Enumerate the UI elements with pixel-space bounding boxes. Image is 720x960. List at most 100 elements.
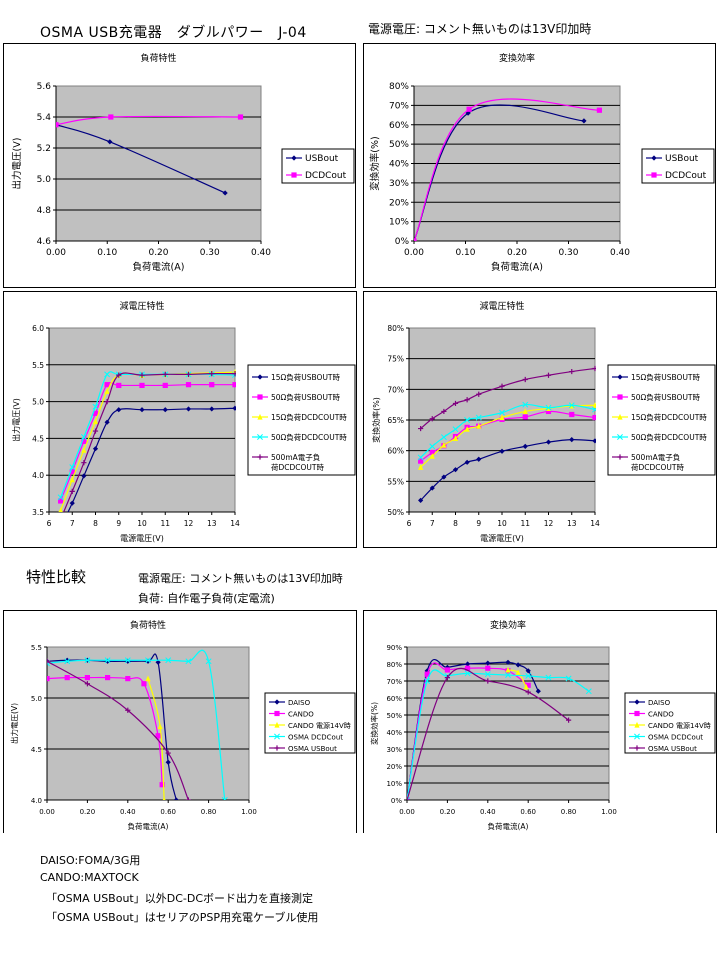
x-tick-label: 9: [116, 519, 121, 528]
data-point: [418, 497, 424, 503]
data-point: [64, 675, 70, 681]
x-tick-label: 0.30: [200, 248, 220, 258]
data-point: [545, 408, 552, 415]
legend-label: 荷DCDCOUT時: [631, 462, 684, 472]
data-point: [205, 658, 212, 665]
x-tick-label: 0.40: [251, 248, 271, 258]
data-point: [441, 442, 447, 448]
data-point: [522, 376, 528, 383]
y-tick-label: 4.6: [37, 237, 52, 247]
chart-undervoltage-output: 減電圧特性 3.5 4.0 4.5 5.0 5.5 6.0 6 7 8 9 10 11 12 13 14 電源電…: [11, 300, 356, 543]
x-tick-label: 7: [430, 519, 435, 528]
legend-label: DCDCout: [305, 171, 347, 181]
data-point: [274, 699, 280, 705]
data-point: [104, 382, 110, 388]
legend-label: USBout: [665, 154, 699, 164]
y-tick-label: 80%: [387, 324, 404, 333]
legend-item: OSMA DCDCout: [269, 734, 343, 742]
legend: USBout DCDCout: [281, 148, 355, 184]
legend-label: 50Ω負荷USBOUT時: [271, 392, 341, 402]
data-point: [525, 682, 531, 688]
legend-label: 50Ω負荷USBOUT時: [631, 392, 701, 402]
data-point: [145, 658, 151, 664]
data-point: [165, 657, 172, 664]
data-point: [452, 426, 459, 433]
legend-box: [624, 692, 716, 754]
footnote-measurement: 「OSMA USBout」以外DC-DCボード出力を直接測定: [46, 892, 314, 905]
data-point: [476, 423, 482, 429]
y-tick-label: 6.0: [32, 324, 44, 333]
x-axis-label: 電源電圧(V): [120, 534, 164, 543]
data-point: [145, 657, 151, 664]
legend-label: 50Ω負荷DCDCOUT時: [271, 432, 347, 442]
data-point: [418, 458, 424, 464]
x-tick-label: 12: [184, 519, 194, 528]
data-point: [592, 438, 596, 444]
legend-item: 15Ω負荷DCDCOUT時: [252, 412, 347, 422]
data-point: [104, 657, 111, 664]
data-point: [466, 106, 472, 112]
data-point: [617, 413, 623, 420]
y-axis-label: 出力電圧(V): [11, 398, 21, 442]
legend-label: 50Ω負荷DCDCOUT時: [631, 432, 707, 442]
y-tick-label: 30%: [386, 746, 402, 754]
chart-panel-compare-efficiency: 変換効率 0% 10% 20% 30% 40% 50% 60% 70% 80% 90% 0.00 0.2…: [363, 610, 717, 833]
data-point: [274, 745, 280, 751]
data-point: [155, 659, 161, 665]
chart-load-efficiency: 変換効率 0% 10% 20% 30% 40% 50% 60% 70% 80% 0.00 0.10 0.…: [369, 52, 715, 273]
chart-panel-undervoltage-efficiency: 減電圧特性 50% 55% 60% 65% 70% 75% 80% 6 7 8 9 10 11 12 13 14…: [363, 291, 717, 548]
footnote-cando: CANDO:MAXTOCK: [40, 871, 139, 884]
data-point: [92, 428, 99, 434]
chart-compare-efficiency: 変換効率 0% 10% 20% 30% 40% 50% 60% 70% 80% 90% 0.00 0.2…: [369, 619, 716, 831]
y-tick-label: 4.5: [31, 746, 42, 754]
data-point: [104, 399, 110, 405]
y-tick-label: 4.0: [32, 471, 44, 480]
data-point: [522, 408, 528, 415]
y-tick-label: 50%: [387, 508, 404, 517]
data-point: [634, 733, 640, 740]
data-point: [162, 371, 168, 377]
data-point: [499, 414, 505, 421]
data-point: [84, 657, 91, 664]
y-tick-label: 0%: [395, 237, 410, 247]
x-tick-label: 0.30: [558, 248, 578, 258]
data-point: [569, 411, 575, 418]
data-point: [418, 425, 424, 432]
plot-area: [48, 327, 236, 513]
data-point: [209, 371, 215, 377]
chart-panel-load-voltage: 負荷特性 4.6 4.8 5.0 5.2 5.4 5.6 0.00 0.10 0.20 0.30 0.…: [3, 43, 356, 288]
data-point: [185, 371, 192, 377]
series-3: [47, 649, 228, 800]
data-point: [69, 488, 75, 494]
data-point: [84, 675, 90, 681]
y-tick-label: 5.0: [32, 398, 44, 407]
data-point: [522, 401, 529, 408]
data-point: [452, 435, 459, 441]
legend-label: CANDO 電源14V時: [288, 721, 351, 730]
data-point: [104, 419, 110, 425]
data-point: [116, 382, 122, 389]
data-point: [464, 397, 470, 403]
data-point: [92, 403, 99, 410]
data-point: [525, 672, 532, 679]
legend-item: DCDCout: [646, 171, 707, 181]
series-1: [414, 98, 602, 241]
data-point: [407, 797, 410, 800]
x-tick-label: 0.80: [561, 808, 577, 816]
legend-item: 15Ω負荷USBOUT時: [612, 372, 701, 382]
data-point: [232, 382, 236, 388]
y-tick-label: 40%: [389, 160, 409, 170]
y-tick-label: 20%: [386, 763, 402, 771]
x-tick-label: 8: [93, 519, 98, 528]
legend-label: 500mA電子負: [271, 452, 321, 462]
data-point: [105, 675, 111, 681]
y-tick-label: 75%: [387, 355, 404, 364]
data-point: [209, 382, 215, 388]
series-line: [407, 667, 569, 800]
x-tick-label: 0.20: [507, 248, 527, 258]
data-point: [124, 657, 131, 664]
data-point: [64, 658, 71, 665]
legend-item: 15Ω負荷USBOUT時: [252, 372, 341, 382]
chart-panel-load-efficiency: 変換効率 0% 10% 20% 30% 40% 50% 60% 70% 80% 0.00 0.10 0.…: [363, 43, 716, 288]
